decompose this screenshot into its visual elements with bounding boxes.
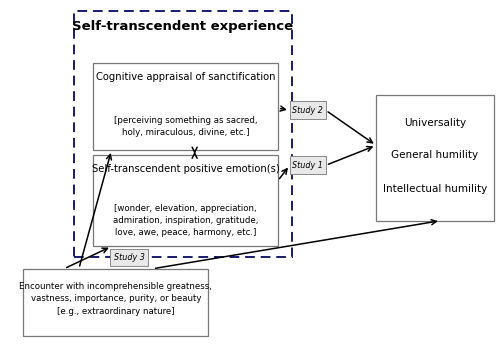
Bar <box>93 62 278 150</box>
Bar <box>93 155 278 246</box>
Text: Encounter with incomprehensible greatness,
vastness, importance, purity, or beau: Encounter with incomprehensible greatnes… <box>20 282 212 316</box>
Text: Cognitive appraisal of sanctification: Cognitive appraisal of sanctification <box>96 72 275 82</box>
Bar <box>74 11 292 257</box>
Text: Universality: Universality <box>404 118 466 128</box>
Bar <box>24 269 208 336</box>
Text: Self-transcendent positive emotion(s): Self-transcendent positive emotion(s) <box>92 164 280 174</box>
Bar <box>110 249 148 266</box>
Bar <box>376 95 494 220</box>
Bar <box>290 101 326 119</box>
Bar <box>290 156 326 174</box>
Text: Study 2: Study 2 <box>292 106 323 115</box>
Text: [perceiving something as sacred,
holy, miraculous, divine, etc.]: [perceiving something as sacred, holy, m… <box>114 116 257 137</box>
Text: Study 1: Study 1 <box>292 161 323 170</box>
Text: General humility: General humility <box>392 150 478 160</box>
Text: [wonder, elevation, appreciation,
admiration, inspiration, gratitude,
love, awe,: [wonder, elevation, appreciation, admira… <box>112 204 258 237</box>
Text: Intellectual humility: Intellectual humility <box>383 184 487 194</box>
Text: Self-transcendent experience: Self-transcendent experience <box>72 20 294 32</box>
Text: Study 3: Study 3 <box>114 253 144 262</box>
